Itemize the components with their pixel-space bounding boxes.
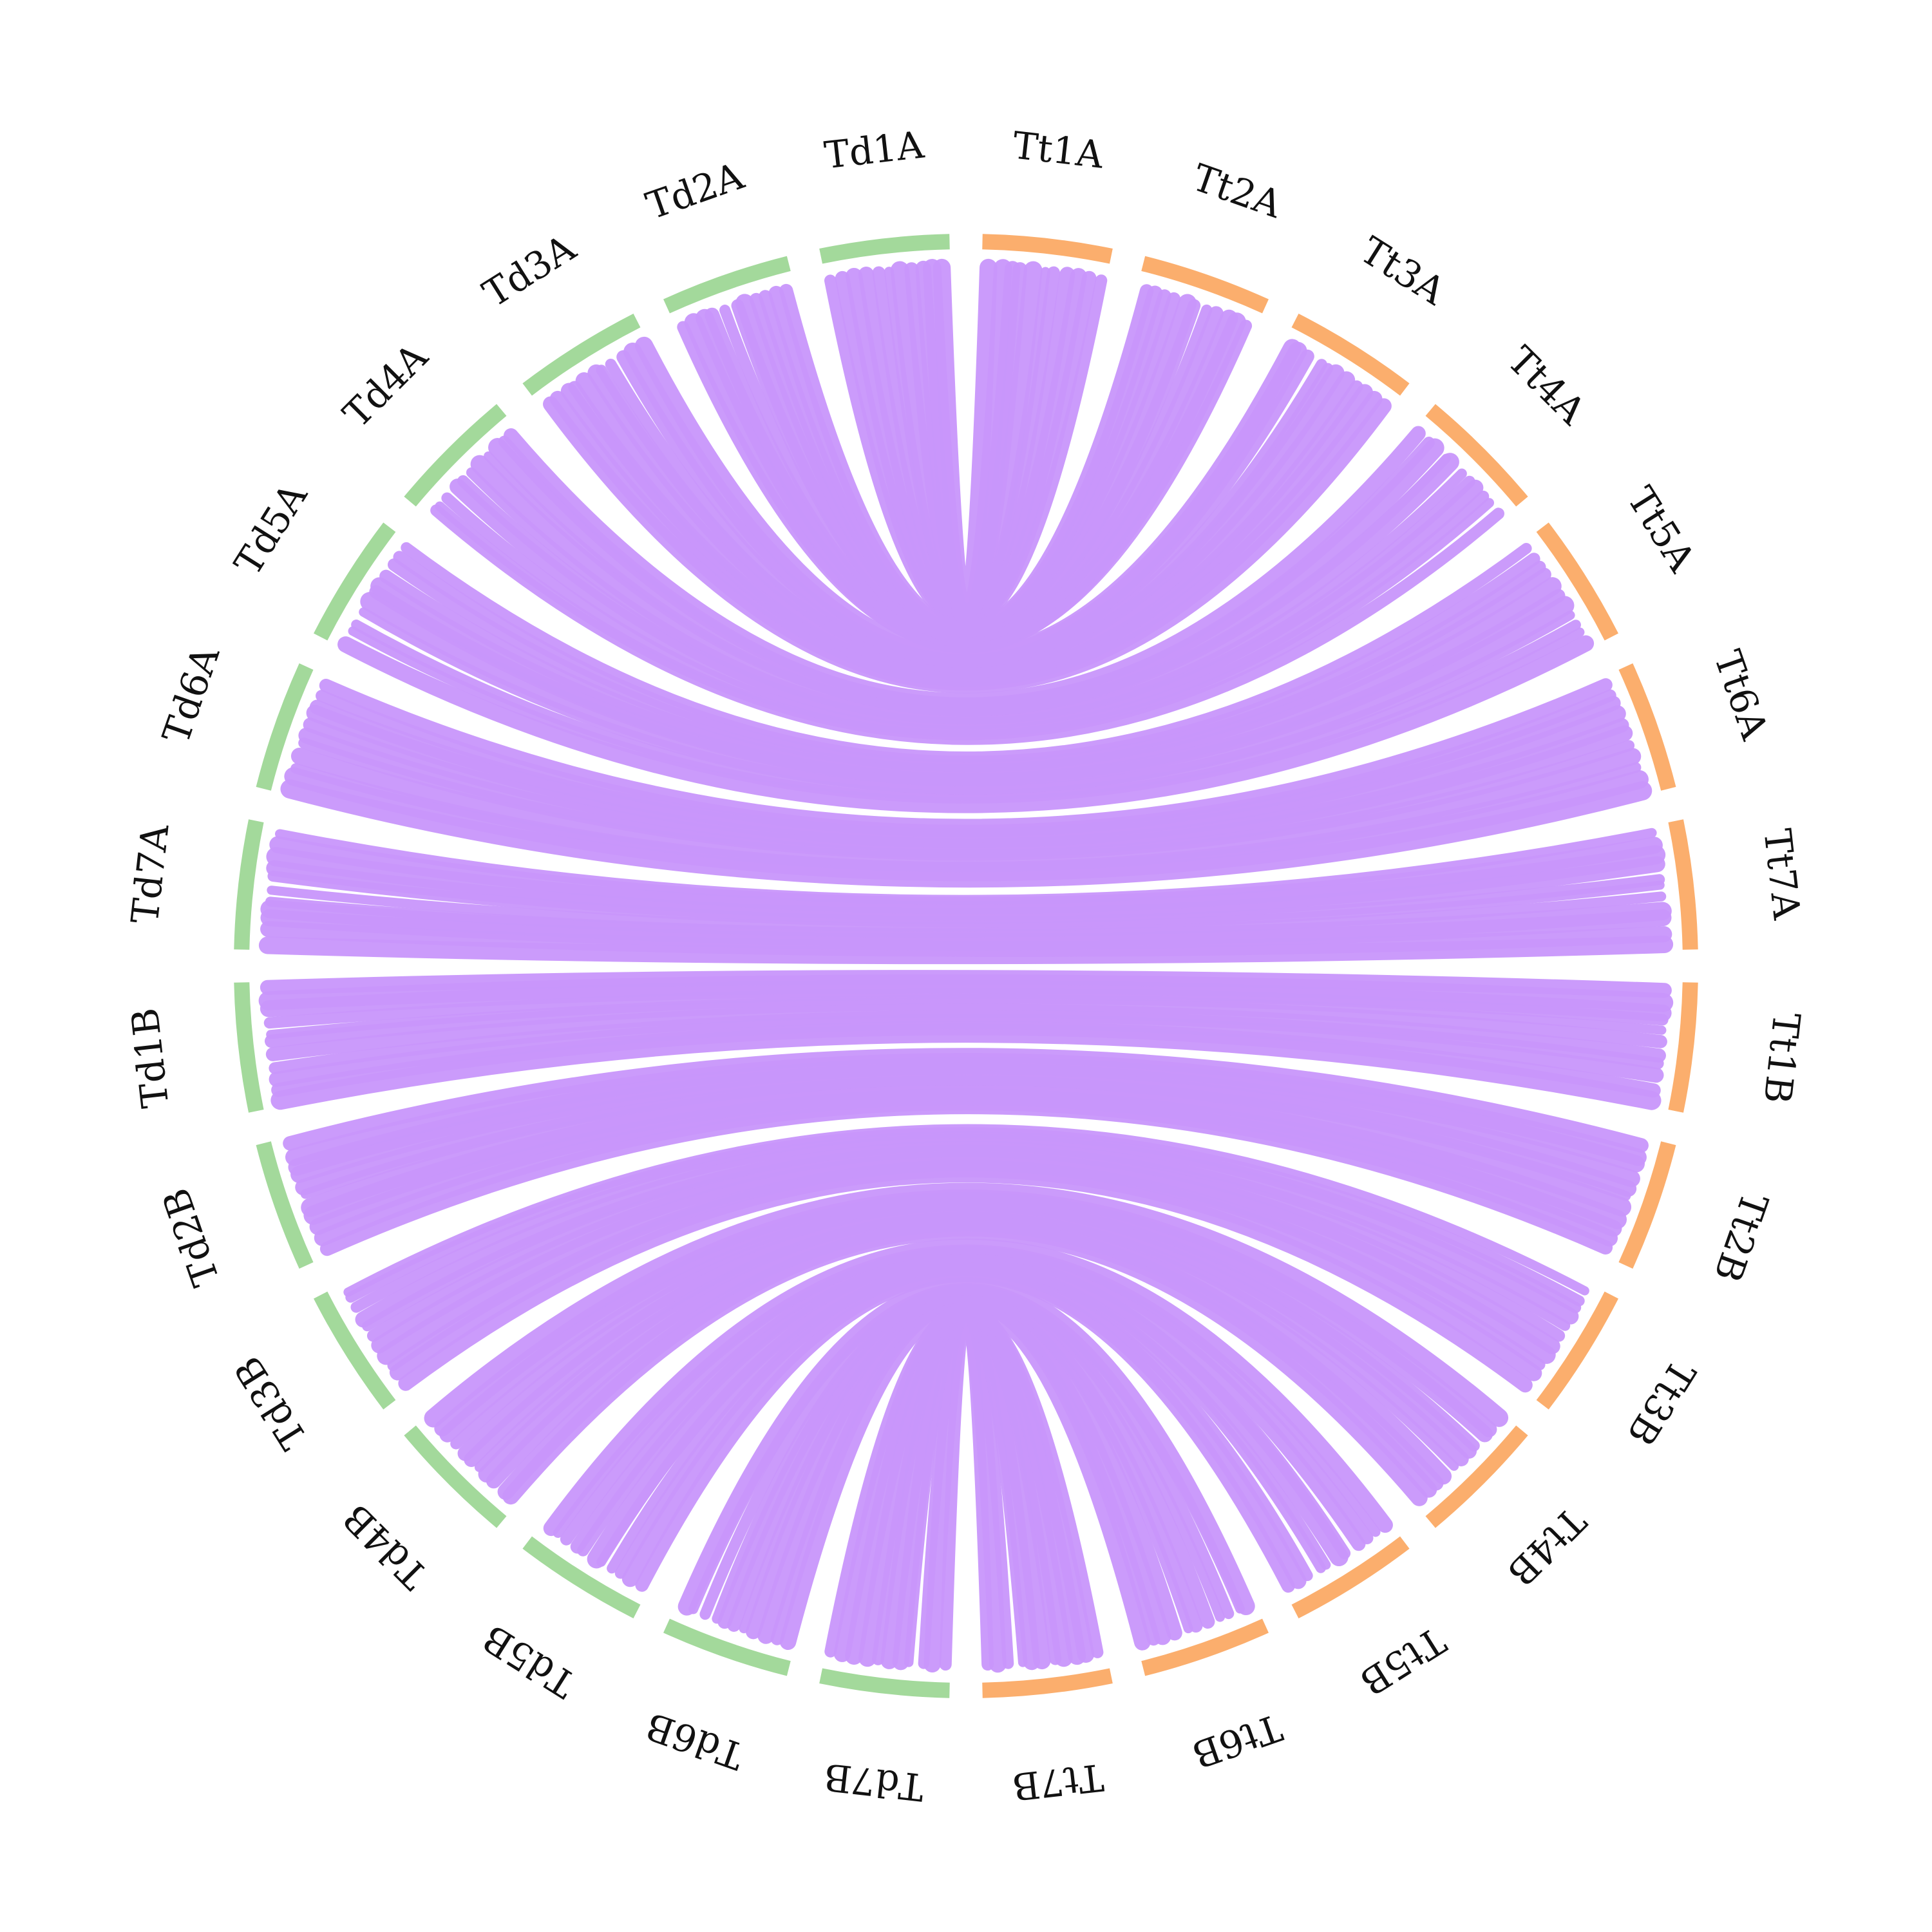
chromosome-label-tt6a: Tt6A [1705, 645, 1777, 745]
chromosome-arc-td6b [663, 1618, 791, 1676]
link-strand [319, 678, 1613, 833]
chromosome-arc-tt1b [1668, 982, 1698, 1113]
chromosome-arc-td2b [256, 1141, 314, 1269]
chromosome-label-td5b: Td5B [475, 1616, 583, 1706]
chromosome-label-tt3a: Tt3A [1353, 228, 1454, 314]
chromosome-label-tt1a: Tt1A [1010, 123, 1106, 176]
chromosome-arc-tt5a [1536, 522, 1618, 641]
link-strand [269, 836, 1663, 914]
link-strand [260, 970, 1672, 998]
link-td3a-tt3a [543, 336, 1392, 694]
link-strand [543, 1238, 1393, 1537]
link-strand [275, 828, 1657, 905]
link-td7b-tt7b [824, 1302, 1104, 1673]
link-strand [504, 426, 1426, 708]
chromosome-label-td2a: Td2A [641, 154, 750, 229]
link-strand [265, 891, 1667, 938]
chromosome-arc-td2a [663, 256, 791, 314]
chromosome-arc-td3a [522, 314, 641, 396]
link-strand [351, 620, 1581, 801]
chromosome-arc-tt6a [1618, 663, 1676, 791]
chromosome-arc-td1a [819, 234, 950, 264]
chromosome-label-td4b: Td4B [334, 1496, 436, 1598]
chromosome-label-td7b: Td7B [822, 1755, 926, 1810]
chromosome-label-tt4a: Tt4A [1499, 338, 1595, 433]
link-strand [635, 336, 1302, 666]
link-strand [824, 1303, 1104, 1658]
chromosome-arc-td7b [819, 1668, 950, 1698]
chromosome-arc-tt6b [1141, 1618, 1269, 1676]
chromosome-label-tt6b: Tt6B [1187, 1705, 1287, 1777]
link-td5b-tt5b [543, 1238, 1393, 1593]
chromosome-label-tt7a: Tt7A [1755, 826, 1808, 922]
chromosome-label-tt5a: Tt5A [1618, 479, 1704, 580]
chromosome-label-tt3b: Tt3B [1618, 1352, 1704, 1453]
chromosome-label-td2b: Td2B [154, 1183, 229, 1292]
chromosome-arc-td3b [314, 1291, 396, 1410]
link-td1a-tt1a [824, 258, 1108, 630]
link-strand [290, 747, 1642, 870]
chromosome-arc-td5b [522, 1536, 641, 1618]
link-strand [265, 997, 1667, 1048]
chromosome-label-tt5b: Tt5B [1352, 1618, 1453, 1704]
chromosome-label-td3b: Td3B [225, 1349, 316, 1457]
link-strand [933, 258, 998, 626]
chromosome-arc-tt2b [1618, 1141, 1676, 1269]
link-td4a-tt4a [430, 426, 1504, 745]
chromosome-label-tt2a: Tt2A [1187, 155, 1287, 227]
link-td6a-tt6a [280, 678, 1653, 888]
chromosome-arc-tt1a [982, 234, 1113, 264]
chromosome-label-tt2b: Tt2B [1705, 1187, 1777, 1287]
chromosome-label-td1b: Td1B [123, 1006, 178, 1110]
chromosome-arc-tt3b [1536, 1291, 1618, 1410]
link-strand [260, 900, 1672, 947]
link-td2a-tt2a [677, 283, 1253, 654]
chromosome-arc-td4b [404, 1425, 507, 1528]
chromosome-label-tt1b: Tt1B [1755, 1010, 1808, 1106]
chromosome-arc-td1b [234, 982, 264, 1113]
link-strand [265, 1003, 1666, 1063]
link-td1b-tt1b [258, 970, 1674, 1110]
chromosome-arc-td7a [234, 819, 264, 950]
link-strand [283, 1048, 1649, 1153]
link-strand [301, 1077, 1632, 1217]
chromosome-label-td3a: Td3A [475, 225, 583, 316]
link-strand [337, 635, 1595, 813]
chromosome-arc-td6a [256, 663, 314, 791]
link-strand [343, 1124, 1589, 1297]
chromosome-arc-td4a [404, 404, 507, 507]
chromosome-label-td6a: Td6A [154, 640, 229, 749]
chromosome-label-td6b: Td6B [640, 1704, 749, 1779]
link-strand [424, 1182, 1509, 1428]
chromosome-arc-tt7b [982, 1668, 1113, 1698]
chromosome-arc-tt5b [1291, 1536, 1410, 1618]
link-strand [401, 542, 1532, 763]
chromosome-label-td4a: Td4A [335, 334, 437, 436]
link-td5a-tt5a [337, 542, 1595, 813]
chromosome-arc-tt7a [1668, 819, 1698, 950]
chromosome-label-tt7b: Tt7B [1010, 1755, 1106, 1808]
chromosome-arc-td5a [314, 522, 396, 641]
synteny-links [258, 258, 1674, 1673]
chromosome-arc-tt3a [1291, 314, 1410, 396]
link-td2b-tt2b [283, 1048, 1649, 1256]
chromosome-label-td7a: Td7A [123, 821, 178, 925]
chromosome-ideograms [234, 234, 1698, 1698]
chromosome-label-tt4b: Tt4B [1499, 1499, 1595, 1595]
chromosome-arc-tt2a [1141, 256, 1269, 314]
chromosome-label-td1a: Td1A [822, 122, 927, 177]
chromosome-arc-tt4b [1425, 1425, 1528, 1528]
link-td3b-tt3b [343, 1124, 1589, 1393]
chromosome-label-td5a: Td5A [225, 475, 316, 583]
link-strand [779, 283, 1154, 636]
chromosome-arc-tt4a [1425, 404, 1528, 507]
link-strand [677, 1277, 1255, 1616]
link-td7a-tt7a [258, 828, 1674, 965]
link-td4b-tt4b [424, 1182, 1509, 1506]
